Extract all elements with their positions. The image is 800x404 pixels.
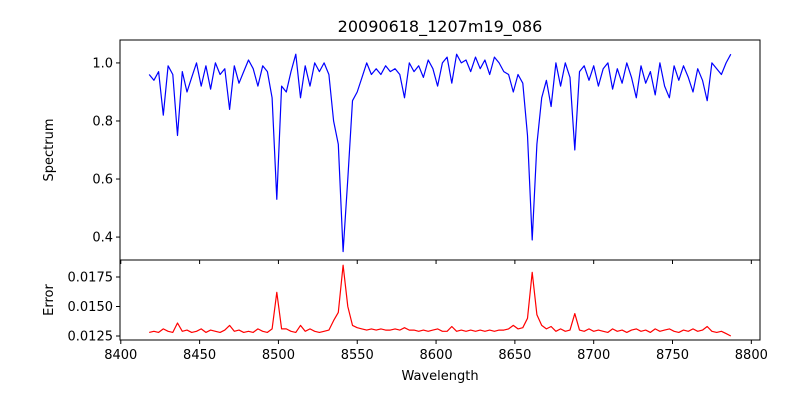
x-tick-label: 8650 [498, 348, 531, 363]
x-tick-label: 8400 [104, 348, 137, 363]
chart-title: 20090618_1207m19_086 [338, 17, 543, 37]
error-axes: 0.0125 0.0150 0.0175 8400 8450 8500 8550 8600 86… [68, 259, 768, 363]
spectrum-y-label: Spectrum [42, 119, 57, 182]
y-tick-label: 0.8 [92, 114, 113, 129]
y-tick-label: 0.0125 [68, 329, 114, 344]
y-tick-label: 0.4 [92, 231, 113, 246]
x-tick-label: 8750 [656, 348, 689, 363]
y-tick-label: 0.0175 [68, 270, 114, 285]
y-tick-label: 1.0 [92, 56, 113, 71]
x-tick-label: 8550 [341, 348, 374, 363]
x-tick-label: 8600 [420, 348, 453, 363]
axes-frame [119, 259, 761, 341]
error-y-label: Error [42, 284, 57, 316]
x-tick-label: 8700 [577, 348, 610, 363]
spectrum-line [148, 53, 732, 253]
x-tick-label: 8450 [183, 348, 216, 363]
y-tick-label: 0.0150 [68, 300, 114, 315]
y-tick-label: 0.6 [92, 173, 113, 188]
spectrum-axes: 0.4 0.6 0.8 1.0 [92, 39, 761, 264]
error-line [149, 264, 732, 337]
x-axis-label: Wavelength [401, 369, 478, 384]
x-tick-label: 8800 [735, 348, 768, 363]
x-tick-label: 8500 [262, 348, 295, 363]
